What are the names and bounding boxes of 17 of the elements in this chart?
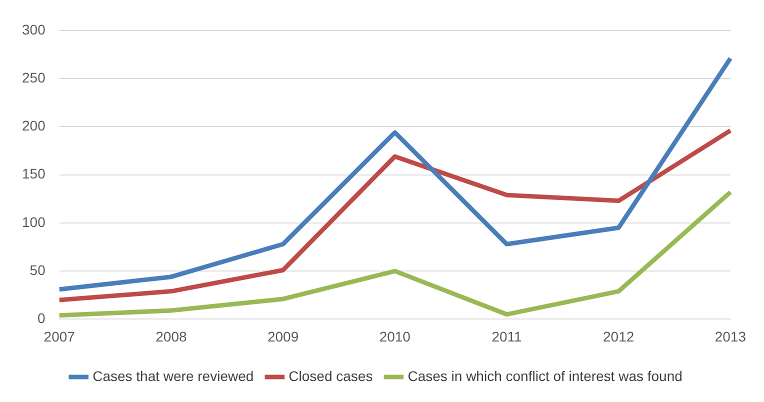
legend-label: Cases in which conflict of interest was found <box>408 368 682 384</box>
y-tick-label: 150 <box>22 166 46 182</box>
y-tick-label: 250 <box>22 69 46 86</box>
x-tick-label: 2013 <box>714 328 746 344</box>
x-tick-label: 2009 <box>267 328 299 344</box>
x-tick-label: 2012 <box>603 328 634 344</box>
legend-label: Closed cases <box>288 368 373 384</box>
x-tick-label: 2007 <box>44 328 76 344</box>
x-tick-label: 2010 <box>379 328 411 344</box>
y-tick-label: 100 <box>22 214 46 230</box>
x-tick-label: 2008 <box>156 328 187 344</box>
x-tick-label: 2011 <box>492 328 522 344</box>
legend-label: Cases that were reviewed <box>92 368 254 384</box>
y-tick-label: 300 <box>22 21 46 38</box>
y-tick-label: 50 <box>30 262 46 278</box>
y-tick-label: 0 <box>38 310 46 326</box>
y-tick-label: 200 <box>22 118 46 134</box>
